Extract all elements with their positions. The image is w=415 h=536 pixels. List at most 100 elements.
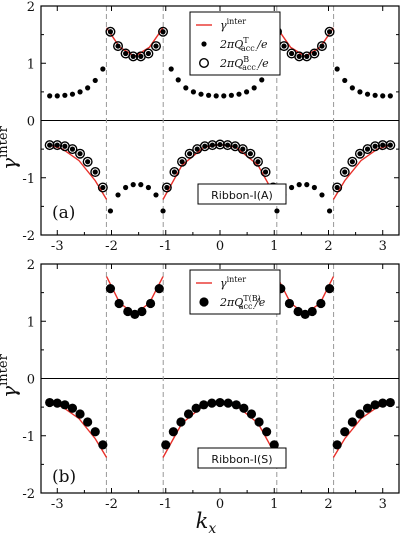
qt-dot-point <box>130 53 136 59</box>
qb-ring-point <box>143 48 154 59</box>
qt-dot-point <box>304 182 310 188</box>
x-tick-label: -2 <box>105 497 118 512</box>
y-tick-label: -2 <box>22 229 35 244</box>
qt-dot-point <box>380 93 386 99</box>
qb-ring-point <box>184 148 195 159</box>
qtb-dot-point <box>123 306 133 317</box>
y-tick-label: -1 <box>22 172 35 187</box>
x-tick-label: 1 <box>270 239 278 254</box>
qtb-dot-point <box>137 306 147 317</box>
qt-dot-point <box>69 91 76 97</box>
qt-dot-point <box>224 142 231 148</box>
y-axis-title-b-text: γinter <box>0 353 21 397</box>
y-tick-label: -2 <box>22 487 35 502</box>
qt-dot-point <box>281 43 287 49</box>
qt-dot-point <box>372 143 378 149</box>
qb-ring-point <box>222 140 233 151</box>
qb-ring-point <box>169 167 180 178</box>
panel-b: -3 -2 -1 0 1 2 3 -2 -1 0 1 2 (b) Ribbon-I(S) γinter 2πQ… <box>22 258 400 512</box>
qt-dot-point <box>138 53 144 59</box>
qtb-dot-point <box>223 398 233 408</box>
qt-dot-point <box>380 142 386 148</box>
x-tick-label: -3 <box>51 239 64 254</box>
qt-dot-point <box>100 66 106 72</box>
qt-dot-point <box>311 184 317 191</box>
qt-dot-point <box>228 92 234 98</box>
ribbon-label-box <box>197 183 287 205</box>
qtb-dot-point <box>154 284 164 294</box>
qt-dot-point <box>387 142 393 148</box>
qt-dot-point <box>190 89 197 95</box>
qtb-dot-point <box>385 397 395 408</box>
qtb-dot-point <box>67 403 78 413</box>
qt-dot-point <box>62 92 68 98</box>
qtb-dot-point <box>105 284 116 294</box>
panel-label: (b) <box>52 467 76 487</box>
legend-entry: 2πQT acc./e <box>219 36 268 53</box>
qt-dot-point <box>85 85 91 91</box>
qb-ring-point <box>385 140 396 151</box>
qtb-dot-point <box>191 403 201 413</box>
qt-dot-point <box>243 89 250 95</box>
qb-ring-point <box>316 41 327 52</box>
qtb-dot-point <box>231 400 241 410</box>
qb-ring-point <box>67 144 78 155</box>
x-tick-label: 2 <box>324 497 332 512</box>
qtb-dot-point <box>75 409 85 419</box>
qt-dot-point <box>213 93 219 99</box>
qt-dot-point <box>206 92 212 98</box>
qtb-dot-point <box>176 417 186 427</box>
qt-dot-point <box>160 29 166 35</box>
qt-dot-point <box>217 141 223 148</box>
qtb-dot-point <box>355 409 365 419</box>
qb-ring-point <box>113 41 124 52</box>
y-axis-title-a-text: γinter <box>0 125 21 169</box>
qb-ring-point <box>158 26 169 37</box>
legend-entry: 2πQT(B) acc./e <box>219 294 266 311</box>
qtb-dot-point <box>378 398 388 408</box>
x-tick-label: 3 <box>379 497 387 512</box>
qt-dot-point <box>123 184 129 191</box>
qt-dot-point <box>334 184 340 191</box>
qt-dot-point <box>130 182 136 188</box>
qtb-dot-point <box>307 306 317 317</box>
qtb-dot-point <box>114 298 124 309</box>
qb-ring-point <box>52 140 63 151</box>
panel-label: (a) <box>52 203 75 223</box>
x-tick-label: -1 <box>159 497 172 512</box>
qt-dot-point <box>145 184 151 191</box>
panel-a: -3 -2 -1 0 1 2 3 -2 -1 0 1 2 (a) Ribbon-I(A) γinter 2πQ… <box>22 0 400 254</box>
qt-dot-point <box>262 169 269 175</box>
y-tick-label: 0 <box>27 115 35 130</box>
qt-dot-point <box>183 85 189 91</box>
qt-dot-point <box>364 91 371 97</box>
qt-dot-point <box>236 91 242 97</box>
qt-dot-point <box>85 159 91 165</box>
qtb-dot-point <box>324 284 335 294</box>
qtb-dot-point <box>370 400 380 410</box>
qtb-dot-point <box>300 309 310 319</box>
qb-ring-point <box>214 139 225 150</box>
qt-dot-point <box>47 93 53 99</box>
qt-dot-point <box>47 142 53 148</box>
qtb-dot-point <box>183 409 194 419</box>
qtb-dot-point <box>145 298 156 309</box>
qt-dot-point <box>54 93 60 99</box>
qt-dot-point <box>175 77 181 83</box>
qt-dot-point <box>92 169 98 175</box>
qt-dot-point <box>77 89 83 95</box>
legend-dot-swatch <box>201 41 207 47</box>
qtb-dot-point <box>293 306 303 317</box>
y-tick-label: 1 <box>27 57 35 72</box>
qt-dot-point <box>259 77 265 83</box>
qt-dot-point <box>153 43 159 49</box>
qt-dot-point <box>247 151 253 157</box>
qb-ring-point <box>354 148 365 159</box>
qt-dot-point <box>255 159 261 165</box>
qt-dot-point <box>274 208 280 214</box>
qt-dot-point <box>349 85 355 91</box>
qb-ring-point <box>309 48 320 59</box>
qtb-dot-point <box>161 440 171 450</box>
qt-dot-point <box>289 50 295 57</box>
qt-dot-point <box>319 192 325 198</box>
